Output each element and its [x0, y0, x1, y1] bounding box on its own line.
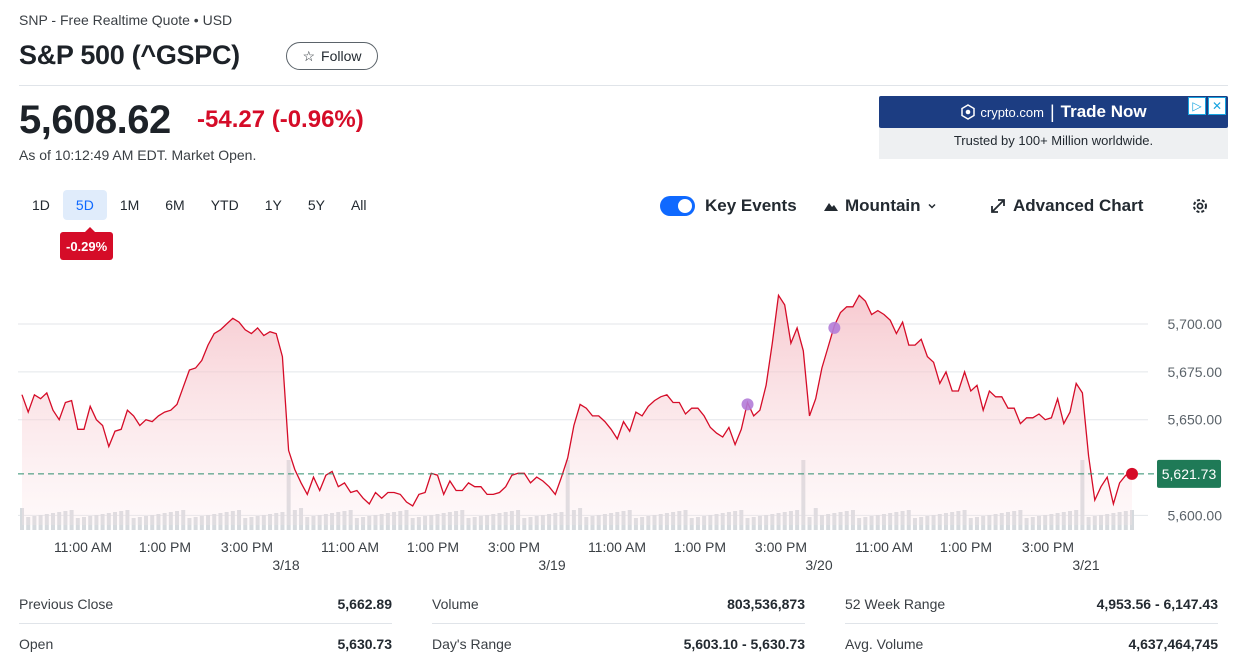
current-price: 5,608.62: [19, 98, 171, 142]
header-divider: [19, 85, 1228, 86]
stat-row: Open 5,630.73: [19, 636, 392, 652]
y-tick-label: 5,675.00: [1168, 364, 1223, 380]
key-events-label: Key Events: [705, 196, 797, 215]
y-tick-label: 5,700.00: [1168, 316, 1223, 332]
x-tick-label: 3:00 PM: [1022, 539, 1074, 555]
stat-row: Avg. Volume 4,637,464,745: [845, 636, 1218, 652]
day-label: 3/18: [272, 557, 299, 573]
stat-divider: [19, 623, 392, 624]
range-button-1m[interactable]: 1M: [119, 197, 140, 213]
stat-value: 5,662.89: [337, 596, 393, 612]
range-button-1y[interactable]: 1Y: [264, 197, 282, 213]
price-change: -54.27 (-0.96%): [197, 106, 364, 133]
stat-value: 5,630.73: [337, 636, 393, 652]
stat-value: 4,953.56 - 6,147.43: [1096, 596, 1218, 612]
x-tick-label: 3:00 PM: [488, 539, 540, 555]
day-label: 3/20: [805, 557, 832, 573]
stat-row: 52 Week Range 4,953.56 - 6,147.43: [845, 596, 1218, 612]
y-tick-label: 5,600.00: [1168, 507, 1223, 523]
stat-label: Open: [19, 636, 54, 652]
x-tick-label: 1:00 PM: [407, 539, 459, 555]
current-price-label-bg: [1157, 459, 1221, 488]
stat-value: 5,603.10 - 5,630.73: [683, 636, 805, 652]
stat-divider: [432, 623, 805, 624]
stat-divider: [845, 623, 1218, 624]
range-selector: 1D 5D 1M 6M YTD 1Y 5Y All: [19, 190, 380, 220]
stat-label: Previous Close: [19, 596, 114, 612]
price-area: [22, 295, 1132, 525]
range-button-ytd[interactable]: YTD: [210, 197, 239, 213]
chevron-down-icon: [928, 203, 936, 209]
expand-icon: [991, 199, 1005, 213]
chart-type-dropdown[interactable]: Mountain: [823, 196, 937, 216]
range-button-6m[interactable]: 6M: [165, 197, 185, 213]
stat-row: Day's Range 5,603.10 - 5,630.73: [432, 636, 805, 652]
ad-divider: |: [1049, 101, 1055, 122]
range-button-5y[interactable]: 5Y: [307, 197, 325, 213]
price-chart[interactable]: 5,700.00 5,675.00 5,650.00 5,600.00 5,621.73…: [0, 240, 1247, 580]
stat-label: Volume: [432, 596, 479, 612]
range-button-1d[interactable]: 1D: [32, 197, 50, 213]
star-icon: ☆: [302, 47, 316, 64]
ad-brand: crypto.com: [980, 104, 1044, 120]
quote-timestamp: As of 10:12:49 AM EDT. Market Open.: [19, 147, 257, 163]
y-tick-label: 5,650.00: [1168, 412, 1223, 428]
stat-row: Volume 803,536,873: [432, 596, 805, 612]
chart-type-label: Mountain: [845, 196, 921, 215]
key-event-marker: [828, 321, 841, 334]
range-change-badge: -0.29%: [60, 227, 114, 260]
ad-choices[interactable]: ▷ ✕: [1188, 97, 1226, 115]
x-tick-label: 11:00 AM: [855, 539, 913, 555]
ad-tagline: Trusted by 100+ Million worldwide.: [953, 133, 1154, 148]
x-tick-label: 1:00 PM: [940, 539, 992, 555]
stat-label: Avg. Volume: [845, 636, 924, 652]
x-tick-label: 1:00 PM: [139, 539, 191, 555]
stat-label: Day's Range: [432, 636, 512, 652]
x-tick-label: 3:00 PM: [755, 539, 807, 555]
x-tick-label: 11:00 AM: [54, 539, 112, 555]
key-events-toggle[interactable]: [660, 196, 695, 216]
follow-label: Follow: [321, 48, 362, 64]
stat-label: 52 Week Range: [845, 596, 946, 612]
ad-cta-bar[interactable]: crypto.com | Trade Now: [879, 96, 1228, 128]
gear-icon[interactable]: [1190, 196, 1210, 216]
mountain-icon: [824, 203, 838, 211]
key-event-marker: [741, 398, 754, 411]
range-button-all[interactable]: All: [350, 197, 367, 213]
quote-statistics: Previous Close 5,662.89 Volume 803,536,873 5…: [0, 596, 1247, 662]
toggle-knob: [678, 199, 692, 213]
day-label: 3/21: [1072, 557, 1099, 573]
x-tick-label: 11:00 AM: [321, 539, 379, 555]
stat-row: Previous Close 5,662.89: [19, 596, 392, 612]
x-tick-label: 11:00 AM: [588, 539, 646, 555]
stat-value: 803,536,873: [727, 596, 805, 612]
follow-button[interactable]: ☆ Follow: [286, 42, 378, 70]
crypto-logo-icon: [961, 104, 976, 120]
day-label: 3/19: [538, 557, 565, 573]
range-button-5d[interactable]: 5D: [62, 190, 107, 220]
x-tick-label: 1:00 PM: [674, 539, 726, 555]
current-price-label: 5,621.73: [1162, 466, 1217, 482]
x-tick-label: 3:00 PM: [221, 539, 273, 555]
advanced-chart-button[interactable]: Advanced Chart: [990, 196, 1143, 216]
stat-value: 4,637,464,745: [1128, 636, 1218, 652]
quote-source-subtitle: SNP - Free Realtime Quote • USD: [19, 12, 233, 28]
page-title: S&P 500 (^GSPC): [19, 40, 240, 70]
last-price-dot: [1126, 467, 1138, 480]
adchoices-icon[interactable]: ▷: [1188, 97, 1206, 115]
ad-cta: Trade Now: [1060, 102, 1147, 121]
crypto-logo: crypto.com: [960, 104, 1044, 120]
close-icon[interactable]: ✕: [1208, 97, 1226, 115]
advanced-chart-label: Advanced Chart: [1013, 196, 1144, 215]
price-line: [21, 293, 1133, 507]
